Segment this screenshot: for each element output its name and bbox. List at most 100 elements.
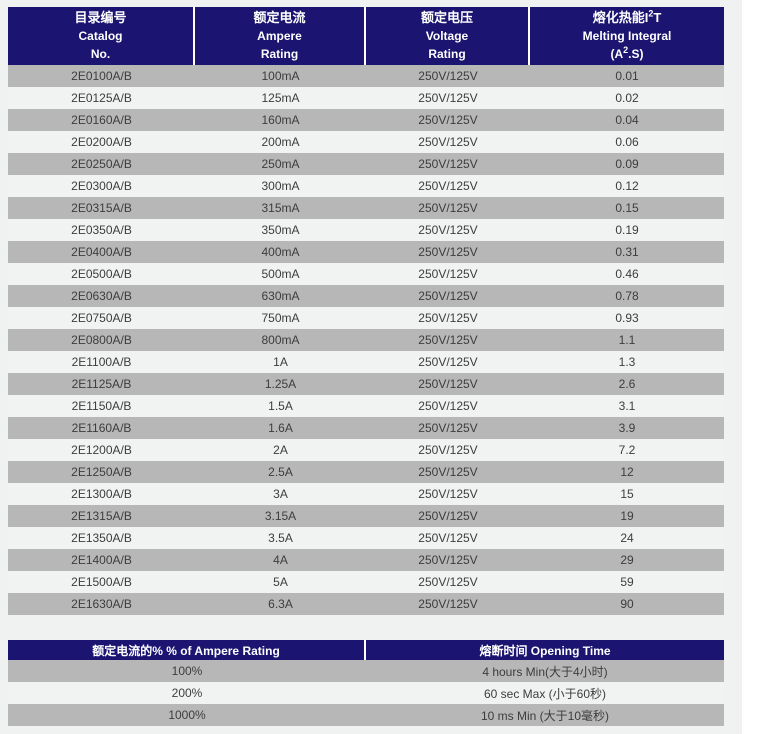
header-catalog-en2: No. bbox=[90, 47, 111, 61]
table-row: 2E1100A/B 1A 250V/125V 1.3 bbox=[8, 351, 724, 373]
table-row: 200% 60 sec Max (小于60秒) bbox=[8, 682, 724, 704]
table-cell: 24 bbox=[620, 531, 634, 545]
table-cell: 250V/125V bbox=[418, 179, 478, 193]
table-row: 2E0315A/B 315mA 250V/125V 0.15 bbox=[8, 197, 724, 219]
header-melting-integral: 熔化热能I2T Melting Integral (A2.S) bbox=[530, 7, 724, 65]
header-ampere-en1: Ampere bbox=[257, 29, 302, 43]
table-cell: 1.25A bbox=[264, 377, 297, 391]
table-cell: 3.9 bbox=[618, 421, 636, 435]
table-cell: 2E1125A/B bbox=[71, 377, 132, 391]
table-cell: 2E1500A/B bbox=[71, 575, 132, 589]
table-cell: 250V/125V bbox=[418, 377, 478, 391]
table-cell: 250V/125V bbox=[418, 421, 478, 435]
table-cell: 3A bbox=[273, 487, 288, 501]
table-cell: 2E0200A/B bbox=[71, 135, 132, 149]
table-cell: 250V/125V bbox=[418, 553, 478, 567]
table-cell: 1.3 bbox=[618, 355, 636, 369]
table-cell: 250V/125V bbox=[418, 113, 478, 127]
table-cell: 250V/125V bbox=[418, 531, 478, 545]
table-cell: 2E0315A/B bbox=[71, 201, 132, 215]
table-row: 2E0160A/B 160mA 250V/125V 0.04 bbox=[8, 109, 724, 131]
table-cell: 160mA bbox=[261, 113, 300, 127]
table-cell: 0.31 bbox=[615, 245, 639, 259]
table-cell: 19 bbox=[620, 509, 634, 523]
table-row: 2E0100A/B 100mA 250V/125V 0.01 bbox=[8, 65, 724, 87]
table-cell: 10 ms Min (大于10毫秒) bbox=[480, 708, 610, 723]
table-cell: 250V/125V bbox=[418, 597, 478, 611]
table-row: 2E0125A/B 125mA 250V/125V 0.02 bbox=[8, 87, 724, 109]
table-cell: 7.2 bbox=[618, 443, 636, 457]
table-cell: 2E1250A/B bbox=[71, 465, 132, 479]
table-cell: 0.15 bbox=[615, 201, 639, 215]
table-row: 2E0400A/B 400mA 250V/125V 0.31 bbox=[8, 241, 724, 263]
table-cell: 2E0125A/B bbox=[71, 91, 132, 105]
table-row: 2E1200A/B 2A 250V/125V 7.2 bbox=[8, 439, 724, 461]
header-ampere-zh: 额定电流 bbox=[253, 10, 306, 25]
table-cell: 2E0750A/B bbox=[71, 311, 132, 325]
header-catalog-no: 目录编号 Catalog No. bbox=[8, 7, 195, 65]
table-cell: 200% bbox=[171, 686, 203, 700]
table-cell: 200mA bbox=[261, 135, 300, 149]
table-row: 2E1350A/B 3.5A 250V/125V 24 bbox=[8, 527, 724, 549]
table-row: 2E0800A/B 800mA 250V/125V 1.1 bbox=[8, 329, 724, 351]
table-cell: 2E1630A/B bbox=[71, 597, 132, 611]
table-row: 2E0350A/B 350mA 250V/125V 0.19 bbox=[8, 219, 724, 241]
fuse-spec-table-body: 2E0100A/B 100mA 250V/125V 0.01 2E0125A/B 125m… bbox=[8, 65, 724, 615]
table-cell: 1.5A bbox=[268, 399, 293, 413]
table-cell: 0.09 bbox=[615, 157, 639, 171]
table-cell: 59 bbox=[620, 575, 634, 589]
table-cell: 1.1 bbox=[618, 333, 636, 347]
content-panel: 目录编号 Catalog No. 额定电流 Ampere Rating 额定电压… bbox=[0, 0, 742, 734]
table-cell: 4 hours Min(大于4小时) bbox=[482, 664, 608, 679]
table-cell: 4A bbox=[273, 553, 288, 567]
header-percent-of-ampere-rating: 额定电流的% % of Ampere Rating bbox=[8, 640, 366, 660]
table-cell: 3.1 bbox=[618, 399, 636, 413]
table-row: 2E1500A/B 5A 250V/125V 59 bbox=[8, 571, 724, 593]
table-row: 2E1250A/B 2.5A 250V/125V 12 bbox=[8, 461, 724, 483]
table-row: 2E0300A/B 300mA 250V/125V 0.12 bbox=[8, 175, 724, 197]
header-voltage-rating: 额定电压 Voltage Rating bbox=[366, 7, 530, 65]
fuse-spec-table: 目录编号 Catalog No. 额定电流 Ampere Rating 额定电压… bbox=[8, 7, 724, 615]
table-row: 2E0250A/B 250mA 250V/125V 0.09 bbox=[8, 153, 724, 175]
header-catalog-en1: Catalog bbox=[78, 29, 123, 43]
table-cell: 2E0100A/B bbox=[71, 69, 132, 83]
table-cell: 0.93 bbox=[615, 311, 639, 325]
table-row: 2E1315A/B 3.15A 250V/125V 19 bbox=[8, 505, 724, 527]
table-cell: 0.01 bbox=[615, 69, 639, 83]
table-row: 1000% 10 ms Min (大于10毫秒) bbox=[8, 704, 724, 726]
table-cell: 2E1315A/B bbox=[71, 509, 132, 523]
table-cell: 750mA bbox=[261, 311, 300, 325]
table-cell: 0.78 bbox=[615, 289, 639, 303]
table-cell: 2E0350A/B bbox=[71, 223, 132, 237]
table-cell: 125mA bbox=[261, 91, 300, 105]
table-cell: 400mA bbox=[261, 245, 300, 259]
table-cell: 90 bbox=[620, 597, 634, 611]
table-cell: 3.5A bbox=[268, 531, 293, 545]
table-cell: 0.02 bbox=[615, 91, 639, 105]
table-cell: 2E0250A/B bbox=[71, 157, 132, 171]
table-cell: 12 bbox=[620, 465, 634, 479]
opening-time-table-header: 额定电流的% % of Ampere Rating 熔断时间 Opening T… bbox=[8, 640, 724, 660]
table-row: 2E0500A/B 500mA 250V/125V 0.46 bbox=[8, 263, 724, 285]
table-cell: 2E1150A/B bbox=[71, 399, 132, 413]
table-cell: 2E0400A/B bbox=[71, 245, 132, 259]
header-catalog-zh: 目录编号 bbox=[74, 10, 127, 25]
table-cell: 2E1160A/B bbox=[71, 421, 132, 435]
table-cell: 315mA bbox=[261, 201, 300, 215]
table-cell: 500mA bbox=[261, 267, 300, 281]
table-cell: 250V/125V bbox=[418, 443, 478, 457]
table-cell: 100% bbox=[171, 664, 203, 678]
header-melting-unit: (A2.S) bbox=[610, 45, 644, 62]
table-cell: 60 sec Max (小于60秒) bbox=[483, 686, 607, 701]
table-row: 2E0750A/B 750mA 250V/125V 0.93 bbox=[8, 307, 724, 329]
table-cell: 1.6A bbox=[268, 421, 293, 435]
table-cell: 2E0630A/B bbox=[71, 289, 132, 303]
header-melting-en: Melting Integral bbox=[582, 29, 672, 43]
table-cell: 0.46 bbox=[615, 267, 639, 281]
table-cell: 800mA bbox=[261, 333, 300, 347]
table-cell: 0.04 bbox=[615, 113, 639, 127]
table-cell: 2E0800A/B bbox=[71, 333, 132, 347]
table-cell: 250V/125V bbox=[418, 91, 478, 105]
table-cell: 2E1350A/B bbox=[71, 531, 132, 545]
table-cell: 250V/125V bbox=[418, 509, 478, 523]
